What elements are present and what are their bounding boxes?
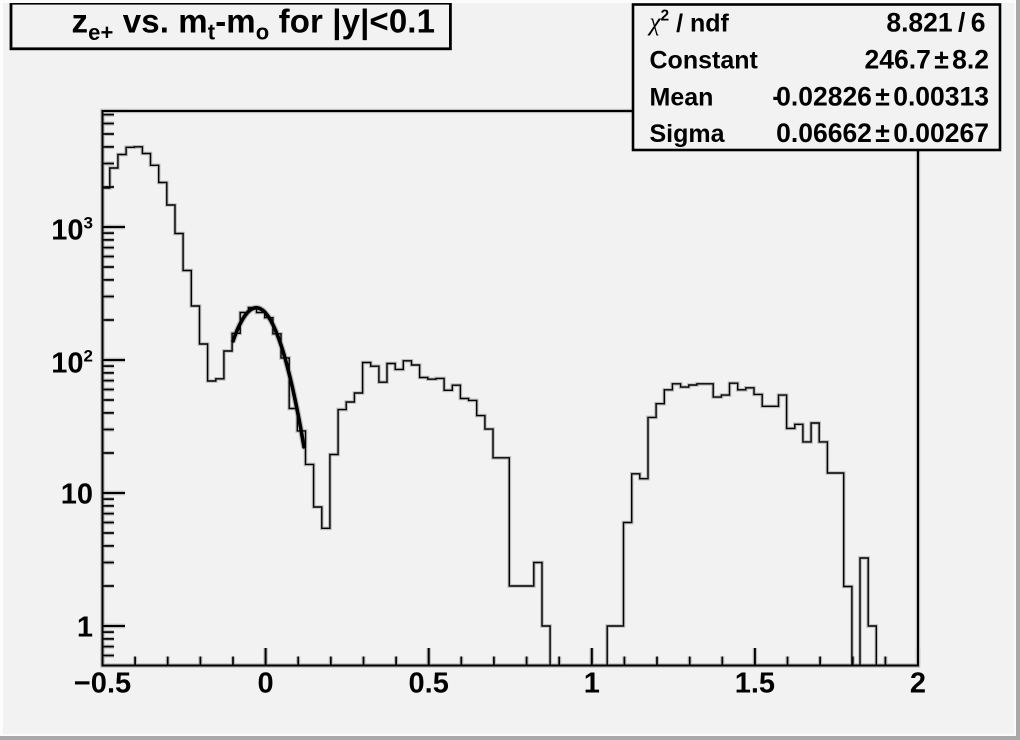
svg-text:ze+ vs. mt-mo for |y|<0.1: ze+ vs. mt-mo for |y|<0.1 [72,3,436,46]
svg-text:1.5: 1.5 [735,668,775,700]
svg-text:8.821 / 6: 8.821 / 6 [886,8,985,38]
svg-text:0.06662 ± 0.00267: 0.06662 ± 0.00267 [776,118,989,148]
svg-text:102: 102 [51,347,93,380]
svg-text:1: 1 [584,668,600,700]
svg-text:Mean: Mean [650,83,714,111]
svg-text:103: 103 [51,214,93,247]
svg-text:Constant: Constant [650,47,759,75]
svg-text:0.5: 0.5 [409,668,449,700]
svg-text:2: 2 [910,668,926,700]
svg-text:1: 1 [77,612,93,644]
svg-text:χ2 / ndf: χ2 / ndf [648,8,730,38]
svg-text:Sigma: Sigma [650,120,726,148]
svg-text:246.7 ± 8.2: 246.7 ± 8.2 [865,45,989,75]
svg-text:10: 10 [61,479,93,511]
svg-text:-0.02826 ± 0.00313: -0.02826 ± 0.00313 [772,81,989,111]
svg-text:−0.5: −0.5 [74,668,131,700]
svg-text:0: 0 [258,668,274,700]
